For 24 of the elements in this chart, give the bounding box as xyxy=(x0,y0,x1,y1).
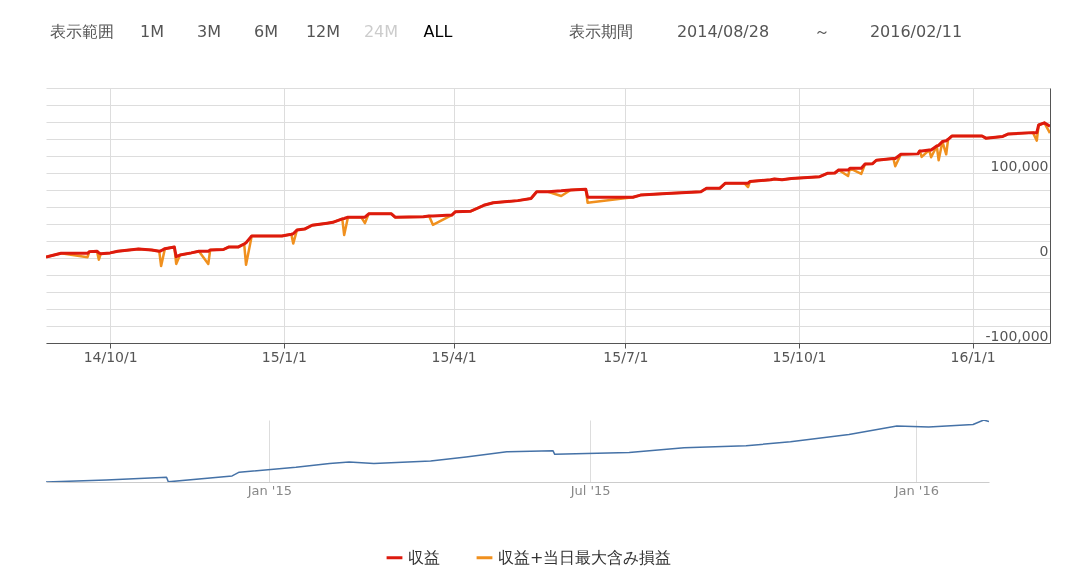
text: 表示期間 xyxy=(569,22,633,41)
x-tick-label: Jul '15 xyxy=(569,482,611,498)
text: 表示範囲 xyxy=(50,22,114,41)
x-tick-label: 15/10/1 xyxy=(772,348,827,365)
legend-label: 収益 xyxy=(408,547,440,567)
x-tick-label: Jan '16 xyxy=(893,482,939,498)
y-tick-label: 0 xyxy=(1039,242,1049,259)
x-tick-label: 16/1/1 xyxy=(950,348,996,365)
x-tick-label: 14/10/1 xyxy=(83,348,138,365)
y-tick-label: 100,000 xyxy=(990,157,1049,174)
text: 12M xyxy=(305,22,341,41)
x-tick-label: Jan '15 xyxy=(246,482,292,498)
text: 1M xyxy=(140,22,164,41)
y-tick-label: -100,000 xyxy=(985,327,1049,344)
x-tick-label: 15/7/1 xyxy=(603,348,649,365)
legend-label: 収益+当日最大含み損益 xyxy=(498,547,672,567)
text: 3M xyxy=(197,22,221,41)
text: ～ xyxy=(814,22,830,41)
text: 6M xyxy=(254,22,278,41)
x-tick-label: 15/4/1 xyxy=(431,348,477,365)
x-tick-label: 15/1/1 xyxy=(261,348,307,365)
text: 2016/02/11 xyxy=(869,22,963,41)
text: ALL xyxy=(423,22,453,41)
text: 2014/08/28 xyxy=(676,22,770,41)
